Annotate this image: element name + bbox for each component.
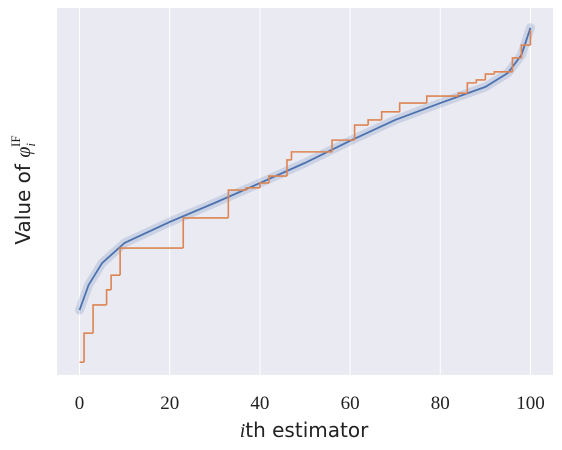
x-tick-label: 100 [516, 393, 545, 414]
step-segment [457, 92, 468, 97]
step-segment [367, 119, 382, 126]
x-tick-label: 80 [431, 393, 450, 414]
step-segment [398, 102, 427, 112]
step-segment [119, 247, 184, 276]
x-label-text: th estimator [245, 418, 369, 442]
step-segment [520, 44, 531, 58]
step-segment [466, 82, 477, 94]
step-segment [227, 189, 247, 218]
step-segment [380, 111, 400, 120]
step-segment [83, 332, 94, 363]
step-segment [484, 73, 495, 80]
step-segment [92, 304, 107, 334]
step-segment [286, 159, 292, 177]
x-label-italic: i [240, 420, 246, 442]
x-tick-label: 60 [341, 393, 360, 414]
y-axis-label: Value of φiIF [8, 135, 38, 244]
y-label-superscript: IF [8, 135, 23, 147]
x-tick-label: 20 [160, 393, 179, 414]
y-label-text: Value of [11, 163, 35, 245]
line [78, 27, 532, 311]
step-segment [331, 139, 355, 152]
step-segment [245, 187, 260, 191]
x-tick-label: 0 [75, 393, 85, 414]
step-segment [511, 57, 522, 72]
y-label-subscript: i [23, 143, 38, 147]
step-segment [475, 79, 486, 83]
step-segment [259, 182, 269, 188]
step-segment [110, 274, 121, 290]
step-segment [353, 124, 369, 141]
x-axis-label: ith estimator [240, 418, 369, 442]
step-segment [182, 217, 229, 249]
step-segment [290, 151, 333, 160]
plot-area [57, 8, 553, 375]
step-segment [425, 95, 459, 104]
step-segment [105, 289, 112, 305]
step-segment [493, 71, 513, 75]
y-label-symbol: φ [13, 147, 35, 158]
x-tick-label: 40 [250, 393, 269, 414]
step-segment [268, 175, 287, 184]
